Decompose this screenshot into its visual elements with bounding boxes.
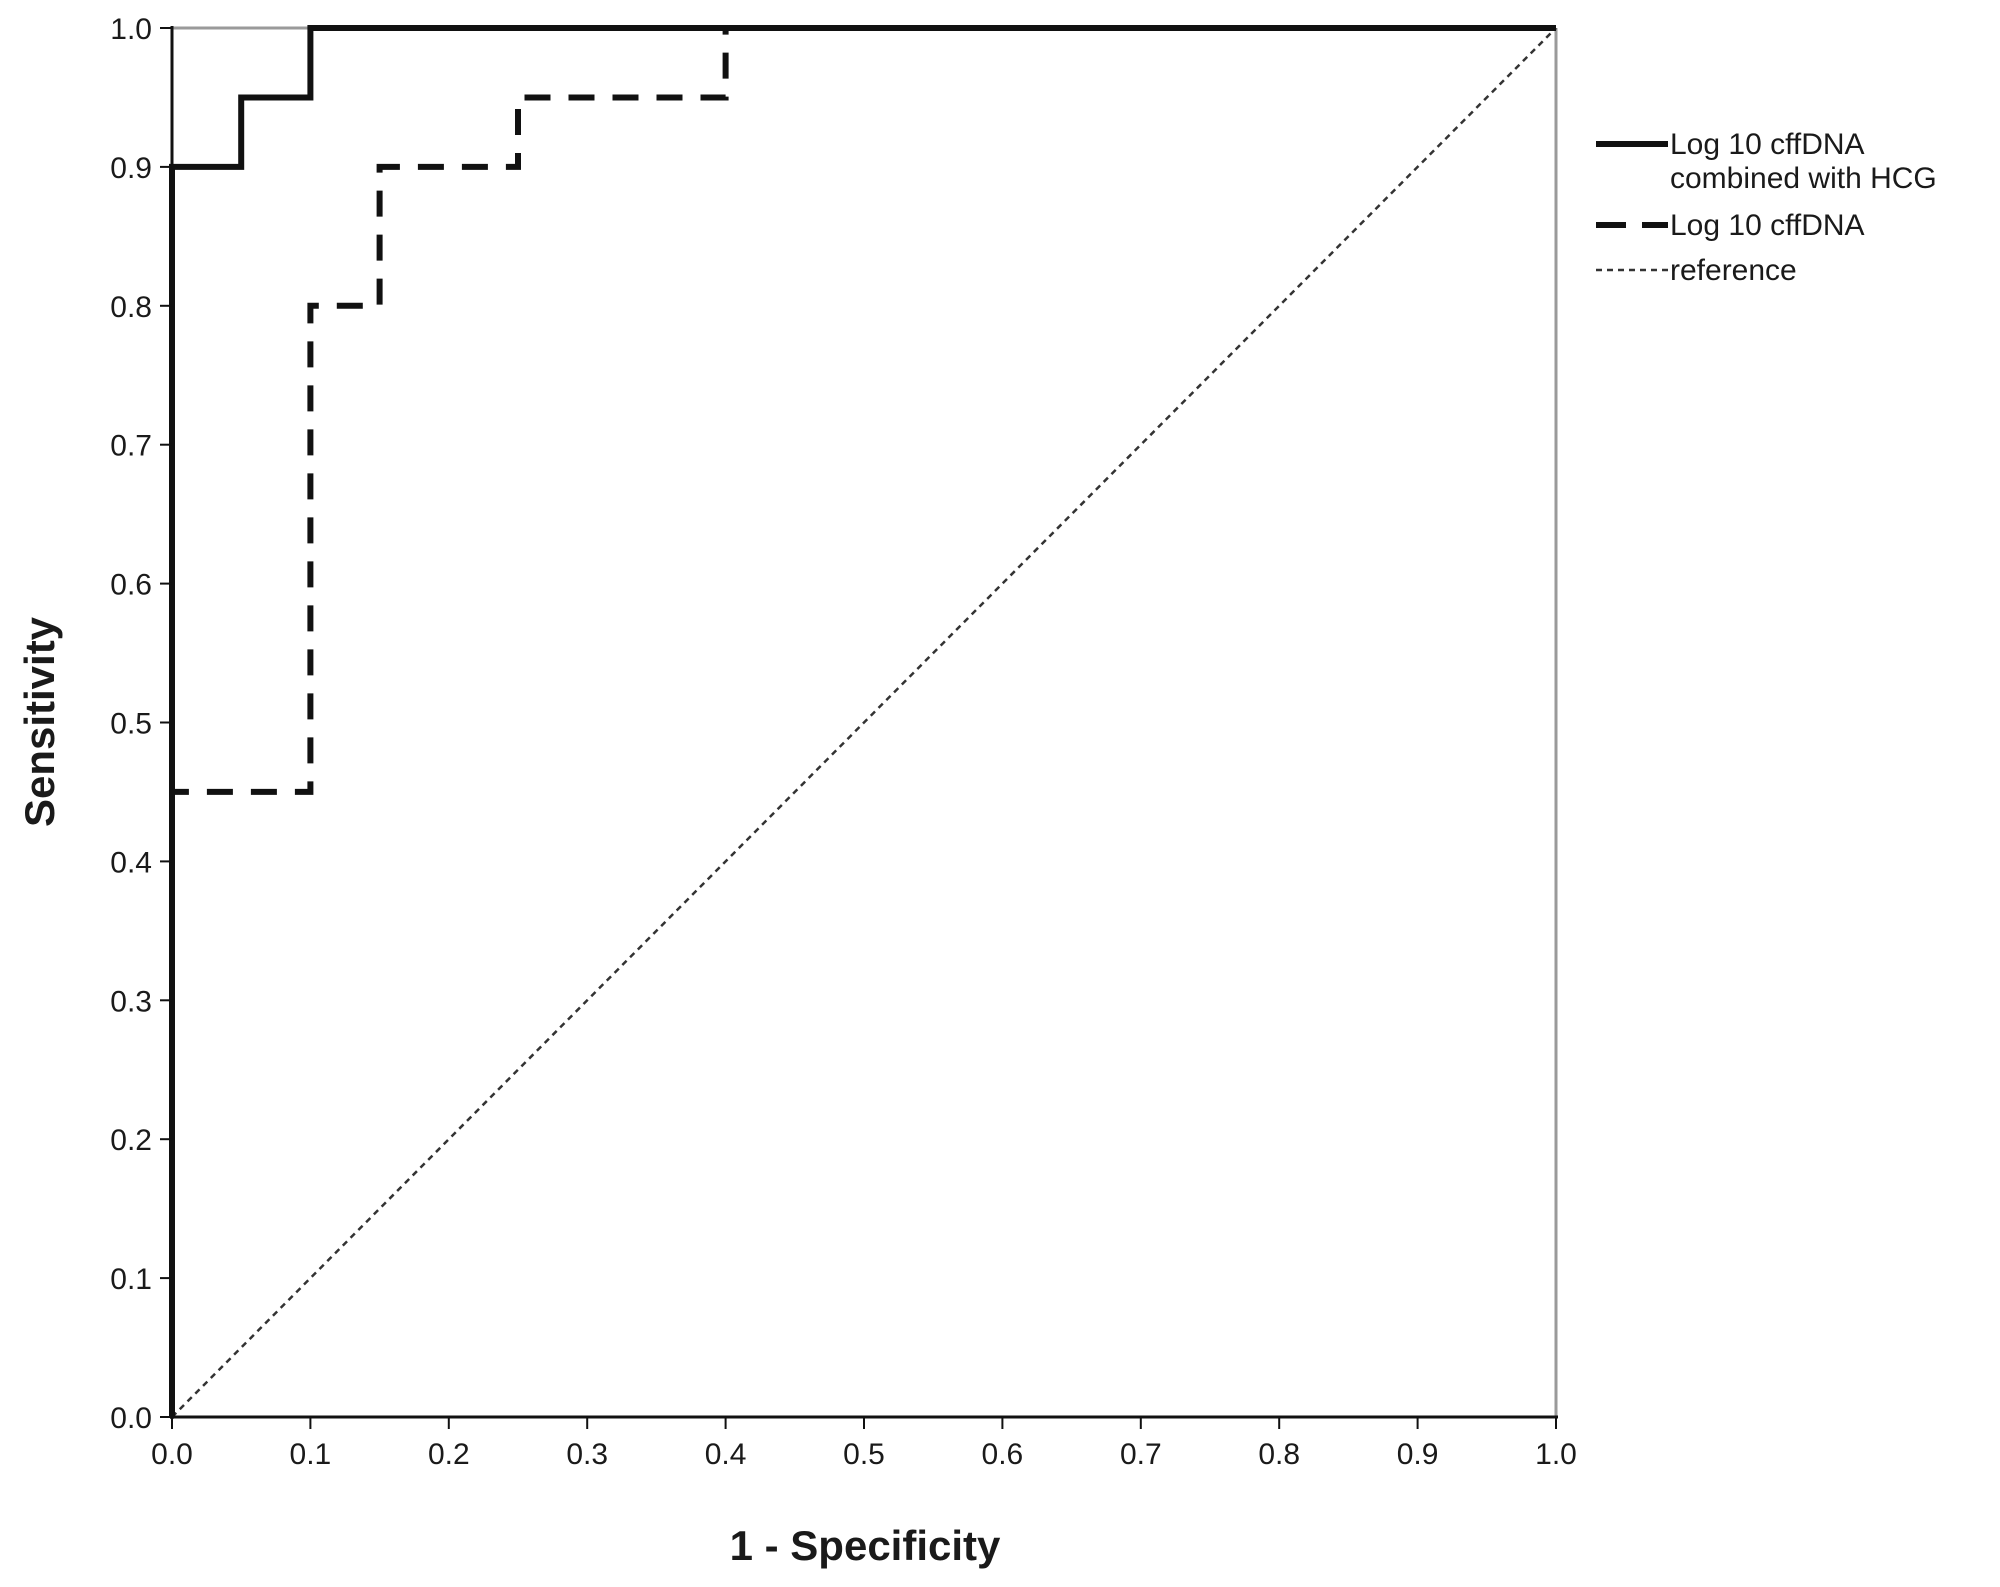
x-tick-label: 0.5 — [843, 1438, 885, 1471]
y-tick-label: 0.4 — [110, 846, 152, 879]
x-tick-label: 0.2 — [428, 1438, 470, 1471]
x-tick-label: 1.0 — [1535, 1438, 1577, 1471]
y-tick-label: 0.7 — [110, 430, 152, 463]
y-tick-label: 0.0 — [110, 1402, 152, 1435]
legend-label: Log 10 cffDNA — [1670, 128, 1865, 161]
series-line-cffdna — [169, 25, 1556, 1417]
y-tick-label: 0.5 — [110, 708, 152, 741]
x-axis-title: 1 - Specificity — [730, 1522, 1001, 1569]
y-tick-label: 0.3 — [110, 985, 152, 1018]
y-tick-label: 0.9 — [110, 152, 152, 185]
x-tick-label: 0.0 — [151, 1438, 193, 1471]
axes: 0.0 0.1 0.2 0.3 0.4 0.5 0.6 0.7 0.8 0.9 1.0 0.0 0.1 0… — [110, 13, 1577, 1471]
y-tick-label: 0.8 — [110, 291, 152, 324]
x-tick-label: 0.9 — [1397, 1438, 1439, 1471]
x-tick-label: 0.3 — [566, 1438, 608, 1471]
y-tick-label: 0.6 — [110, 569, 152, 602]
legend-label: reference — [1670, 254, 1797, 287]
x-tick-label: 0.7 — [1120, 1438, 1162, 1471]
series-layer — [169, 25, 1557, 1418]
y-tick-label: 0.2 — [110, 1124, 152, 1157]
series-line-reference — [171, 27, 1557, 1418]
y-tick-label: 1.0 — [110, 13, 152, 46]
legend-label: Log 10 cffDNA — [1670, 209, 1865, 242]
x-tick-label: 0.8 — [1258, 1438, 1300, 1471]
x-tick-label: 0.1 — [290, 1438, 332, 1471]
y-tick-label: 0.1 — [110, 1263, 152, 1296]
x-tick-label: 0.4 — [705, 1438, 747, 1471]
x-tick-label: 0.6 — [982, 1438, 1024, 1471]
legend-label: combined with HCG — [1670, 162, 1937, 195]
y-axis-title: Sensitivity — [16, 616, 63, 827]
